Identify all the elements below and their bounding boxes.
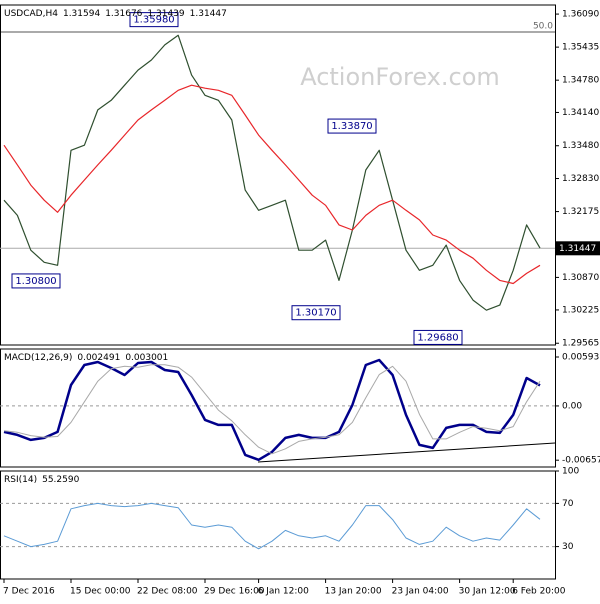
panel-title-value: 0.002491 — [77, 353, 120, 363]
annotation-label: 1.30170 — [295, 308, 336, 319]
x-tick-label: 29 Dec 16:00 — [204, 587, 265, 597]
y-tick-label: 100 — [562, 467, 579, 477]
y-tick-label: 30 — [562, 542, 574, 552]
annotation-label: 1.33870 — [331, 121, 372, 132]
panel-frame — [0, 348, 556, 468]
current-price-label: 1.31447 — [559, 244, 596, 254]
annotation-box — [11, 273, 61, 289]
x-tick-label: 15 Dec 00:00 — [70, 587, 131, 597]
y-tick-label: 1.33480 — [562, 141, 599, 151]
panel-title-value: 0.003001 — [125, 353, 168, 363]
panel-title-value: 1.31439 — [147, 9, 184, 19]
y-tick-label: 1.34140 — [562, 108, 599, 118]
panel-title-value: 1.31676 — [105, 9, 142, 19]
panel-title: USDCAD,H4 1.31594 1.31676 1.31439 1.31447 — [4, 9, 227, 19]
y-tick-label: 1.30225 — [562, 305, 599, 315]
panel-title-value: 1.31447 — [190, 9, 227, 19]
panel-title: RSI(14) 55.2590 — [4, 475, 80, 485]
x-tick-label: 30 Jan 12:00 — [459, 587, 516, 597]
annotation-box — [327, 118, 377, 134]
panel-title-text: RSI(14) — [4, 475, 37, 485]
annotation-box — [291, 305, 341, 321]
panel-title-value: 1.31594 — [63, 9, 100, 19]
x-tick-label: 7 Dec 2016 — [3, 587, 55, 597]
current-price-box — [556, 241, 600, 256]
y-tick-label: 70 — [562, 499, 574, 509]
annotation-label: 1.30800 — [15, 276, 56, 287]
y-tick-label: 1.36090 — [562, 10, 599, 20]
fib-label: 50.0 — [533, 22, 553, 32]
y-tick-label: -0.006575 — [562, 456, 600, 466]
panel-title: MACD(12,26,9) 0.002491 0.003001 — [4, 353, 168, 363]
annotation-box — [129, 12, 179, 28]
trend-line — [257, 442, 556, 463]
y-tick-label: 0.00593 — [562, 353, 599, 363]
x-tick-label: 6 Feb 20:00 — [512, 587, 566, 597]
annotation-box — [413, 329, 463, 345]
panel-frame — [0, 470, 556, 580]
watermark: ActionForex.com — [300, 63, 500, 91]
y-tick-label: 1.32175 — [562, 207, 599, 217]
x-tick-label: 6 Jan 12:00 — [258, 587, 310, 597]
panel-title-text: MACD(12,26,9) — [4, 353, 72, 363]
annotation-label: 1.35980 — [133, 15, 174, 26]
panel-title-text: USDCAD,H4 — [4, 9, 58, 19]
x-tick-label: 22 Dec 08:00 — [137, 587, 198, 597]
series-line — [3, 84, 541, 285]
annotation-label: 1.29680 — [417, 332, 458, 343]
y-tick-label: 1.30870 — [562, 273, 599, 283]
series-line — [3, 502, 541, 550]
x-tick-label: 23 Jan 04:00 — [392, 587, 449, 597]
y-tick-label: 1.29565 — [562, 339, 599, 349]
series-line — [3, 34, 541, 311]
panel-frame — [0, 4, 556, 346]
y-tick-label: 1.34780 — [562, 76, 599, 86]
series-line — [3, 358, 541, 462]
series-line — [3, 364, 541, 455]
panel-title-value: 55.2590 — [42, 475, 79, 485]
y-tick-label: 1.32830 — [562, 174, 599, 184]
y-tick-label: 0.00 — [562, 401, 582, 411]
x-tick-label: 13 Jan 20:00 — [325, 587, 382, 597]
y-tick-label: 1.35435 — [562, 43, 599, 53]
